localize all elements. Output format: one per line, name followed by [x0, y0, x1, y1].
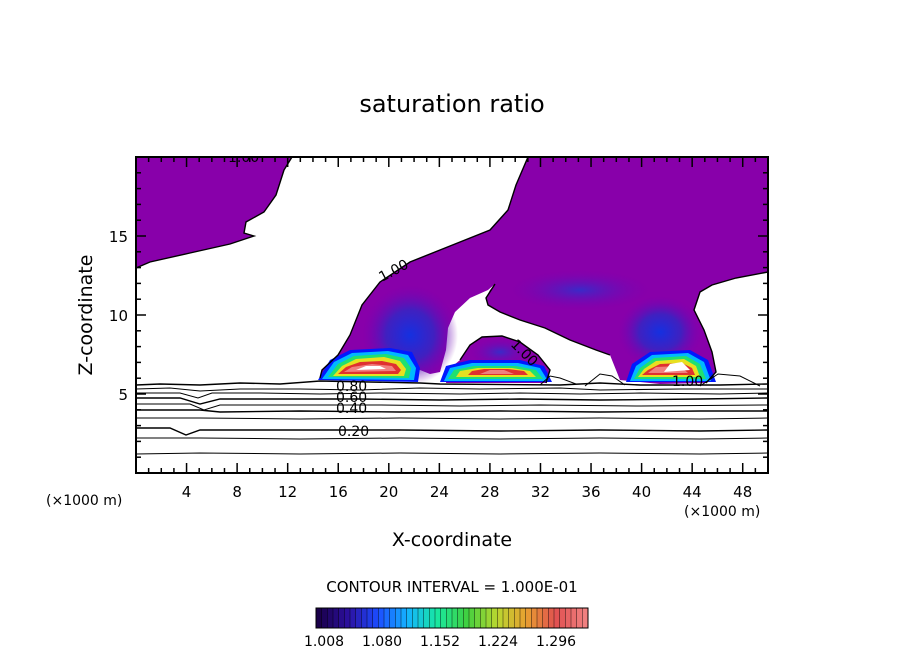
colorbar-segment	[321, 607, 328, 629]
high-saturation-blob-middle	[440, 360, 552, 382]
contour-label: 0.40	[336, 401, 367, 417]
colorbar-segment	[502, 607, 510, 629]
x-tick-label: 12	[278, 483, 297, 501]
colorbar-segment	[315, 607, 323, 629]
y-tick-label: 5	[118, 386, 128, 404]
colorbar-segment	[349, 607, 357, 629]
colorbar-segment	[378, 607, 385, 629]
y-tick-label: 15	[109, 228, 128, 246]
colorbar-segment	[514, 607, 521, 629]
x-tick-label: 32	[531, 483, 550, 501]
colorbar-segment	[468, 607, 476, 629]
y-tick-label: 10	[109, 307, 128, 325]
chart-title: saturation ratio	[359, 90, 544, 118]
colorbar-segment	[355, 607, 362, 629]
colorbar-segment	[576, 607, 583, 629]
colorbar-segment	[548, 607, 555, 629]
x-tick-label: 48	[733, 483, 752, 501]
high-saturation-blob-left	[318, 348, 420, 382]
colorbar-segment	[531, 607, 538, 629]
colorbar-tick-label: 1.080	[362, 634, 402, 650]
colorbar-segment	[451, 607, 459, 629]
contour-interval-text: CONTOUR INTERVAL = 1.000E-01	[326, 578, 577, 596]
colorbar-segment	[412, 607, 419, 629]
colorbar-segment	[480, 607, 487, 629]
colorbar-segment	[400, 607, 408, 629]
colorbar-segment	[429, 607, 436, 629]
colorbar-segment	[372, 607, 379, 629]
colorbar-segment	[327, 607, 334, 629]
x-unit-left: (×1000 m)	[46, 493, 122, 509]
colorbar-segment	[491, 607, 498, 629]
x-tick-label: 8	[232, 483, 242, 501]
colorbar-tick-labels: 1.008 1.080 1.152 1.224 1.296	[304, 634, 576, 650]
x-axis-label: X-coordinate	[392, 529, 512, 551]
plot-area: 1.00 1.00 1.00 1.00 0.80 0.60 0.40 0.20	[136, 150, 768, 455]
colorbar-segment	[582, 607, 589, 629]
y-axis-ticks: 5 10 15	[109, 172, 768, 458]
high-saturation-blob-right	[626, 350, 716, 382]
colorbar-segment	[497, 607, 504, 629]
colorbar	[315, 607, 589, 629]
x-tick-label: 4	[182, 483, 192, 501]
colorbar-segment	[553, 607, 561, 629]
blue-core-right	[618, 296, 702, 368]
colorbar-segment	[525, 607, 532, 629]
colorbar-segment	[570, 607, 578, 629]
colorbar-segment	[559, 607, 566, 629]
x-tick-label: 44	[683, 483, 702, 501]
x-tick-label: 40	[632, 483, 651, 501]
colorbar-tick-label: 1.224	[478, 634, 518, 650]
contour-label: 1.00	[228, 150, 259, 166]
colorbar-segment	[434, 607, 442, 629]
supersaturated-region-upper-left	[136, 157, 292, 268]
colorbar-frame	[315, 607, 589, 629]
contour-label: 0.80	[336, 379, 367, 395]
contour-label: 0.20	[338, 424, 369, 440]
colorbar-segment	[344, 607, 351, 629]
colorbar-segment	[440, 607, 447, 629]
colorbar-segment	[406, 607, 413, 629]
blue-core-middle	[470, 338, 530, 366]
colorbar-segment	[474, 607, 481, 629]
colorbar-segment	[536, 607, 544, 629]
colorbar-segment	[338, 607, 345, 629]
colorbar-segment	[446, 607, 453, 629]
colorbar-segment	[508, 607, 515, 629]
colorbar-segment	[542, 607, 549, 629]
colorbar-tick-label: 1.008	[304, 634, 344, 650]
colorbar-segment	[383, 607, 391, 629]
x-tick-label: 20	[379, 483, 398, 501]
colorbar-segment	[457, 607, 464, 629]
colorbar-segment	[463, 607, 470, 629]
colorbar-tick-label: 1.152	[420, 634, 460, 650]
colorbar-segment	[485, 607, 493, 629]
contour-label: 0.60	[336, 390, 367, 406]
colorbar-segment	[565, 607, 572, 629]
colorbar-segment	[423, 607, 430, 629]
colorbar-segment	[366, 607, 374, 629]
colorbar-segment	[395, 607, 402, 629]
blue-core-upper	[510, 270, 650, 310]
x-tick-label: 24	[430, 483, 449, 501]
x-tick-label: 28	[480, 483, 499, 501]
colorbar-tick-label: 1.296	[536, 634, 576, 650]
y-axis-label: Z-coordinate	[75, 255, 97, 376]
x-tick-label: 36	[581, 483, 600, 501]
colorbar-segment	[389, 607, 396, 629]
x-unit-right: (×1000 m)	[684, 504, 760, 520]
contour-label: 1.00	[672, 374, 703, 390]
colorbar-segment	[417, 607, 425, 629]
colorbar-segment	[361, 607, 368, 629]
colorbar-segment	[519, 607, 527, 629]
colorbar-segment	[332, 607, 340, 629]
x-axis-ticks: 4 8 12 16 20 24 28 32 36 40 44 48	[147, 157, 757, 501]
x-tick-label: 16	[329, 483, 348, 501]
contour-lines	[136, 157, 768, 455]
